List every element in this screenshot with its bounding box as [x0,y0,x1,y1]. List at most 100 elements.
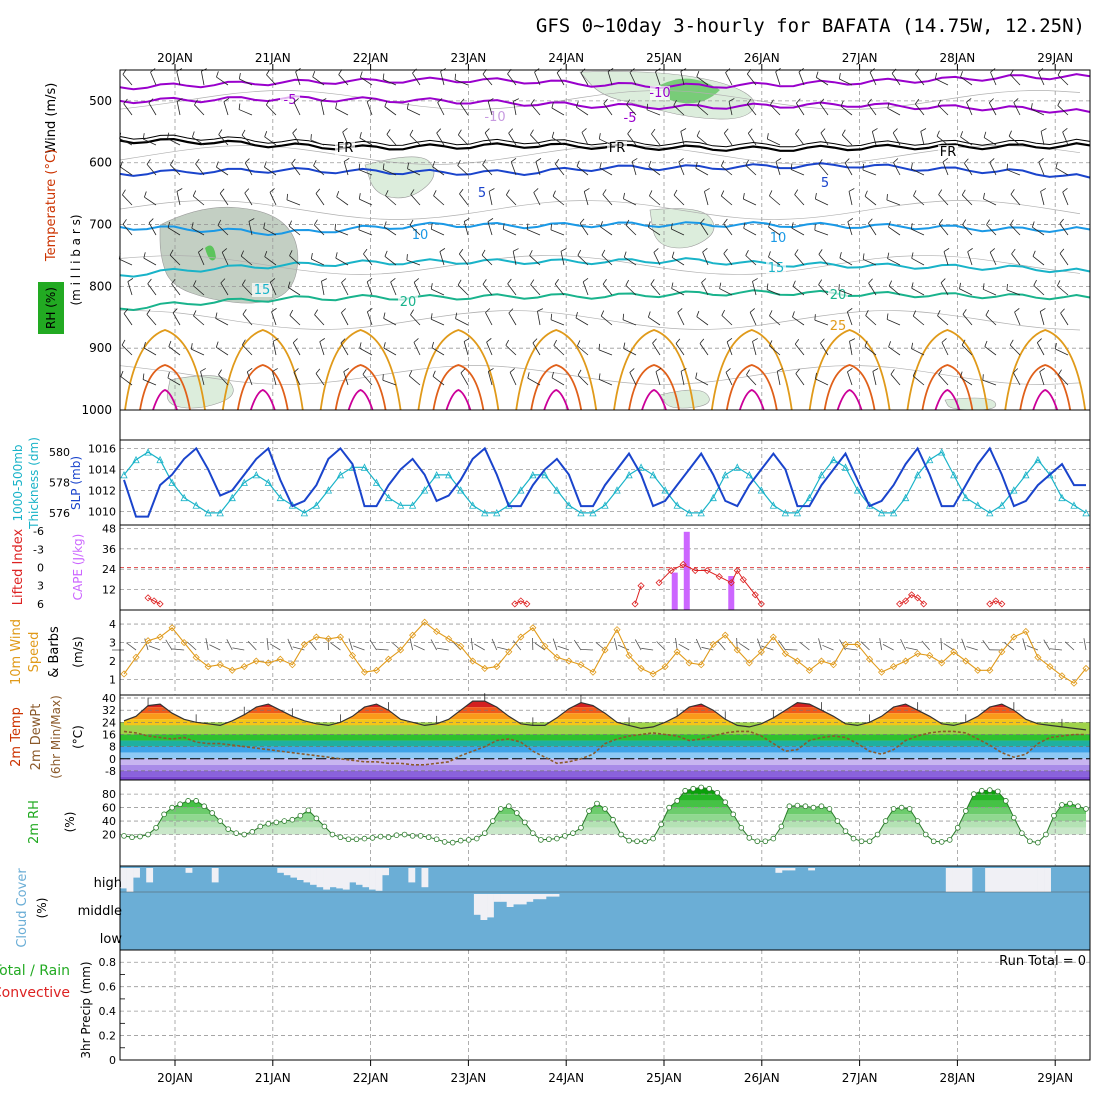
surface-barb [905,647,918,651]
wind-barb-flag [745,249,749,256]
wind-barb [581,132,589,146]
wind-barb [383,318,397,326]
thickness-point [276,493,284,502]
cloud-high-clear [1004,868,1012,892]
wind-speed-point [192,653,200,661]
thickness-point [372,478,381,486]
wind-barb [725,372,733,386]
rh-point [898,804,905,811]
wind-barb-flag [962,219,967,225]
wind-barb [272,341,277,356]
wind-barb-flag [964,158,969,164]
wind-barb-flag [1054,342,1057,350]
wind-barb [671,257,685,266]
wind-barb [1055,348,1069,356]
wind-barb [768,226,781,236]
wind-barb-flag [513,98,519,102]
wind-barb [459,253,469,266]
wind-barb-flag [598,133,601,140]
wind-barb-flag [742,193,745,200]
wind-barb [550,319,565,326]
wind-speed-point [565,657,573,665]
wind-barb-flag [148,218,154,224]
surface-barb [287,638,293,651]
thickness-point [384,493,393,502]
surface-barb [186,641,197,651]
wind-barb [818,284,829,296]
isotherm-25-lobe [906,329,989,411]
thickness-point [589,508,597,517]
wind-barb-flag [169,249,174,256]
isotherm-35-lobe [641,389,667,411]
wind-barb-flag [216,71,219,78]
wind-barb [172,312,181,326]
wind-barb [457,284,469,296]
wind-barb [315,373,325,386]
wind-barb-flag [488,98,494,102]
wind-barb-flag [147,278,152,284]
li-tick-label: 6 [37,598,44,611]
wind-barb [840,106,853,116]
cloud-high-clear [781,868,789,871]
thickness-point [829,455,838,464]
wind-barb-flag [938,369,943,375]
wind-barb [454,79,469,86]
thickness-point [156,455,164,464]
cape-axis-label: CAPE (J/kg) [71,534,85,601]
rh-point [1075,803,1081,810]
wind-barb-flag [577,249,582,256]
wind-barb-flag [291,158,296,165]
wind-barb [148,222,157,236]
wind-barb [579,223,589,236]
wind-barb [218,374,229,386]
wind-barb-flag [1008,130,1012,137]
surface-barb [757,638,762,651]
isotherm-35-lobe [152,389,178,411]
wind-barb-flag [342,128,348,133]
wind-barb [241,134,253,146]
cloud-high-clear [788,868,796,871]
wind-barb-flag [122,219,127,225]
wind-barb [314,224,325,236]
wind-barb-flag [648,221,651,228]
wind-barb [120,166,133,176]
contour-label-bg [766,261,786,275]
rh-point [674,798,680,804]
rh-point [546,836,552,843]
cloud-mid-clear [513,894,521,905]
rh-point [810,804,817,811]
wind-barb [409,134,421,146]
wind-barb-flag [598,343,601,350]
wind-barb [1008,135,1021,146]
wind-barb [360,76,373,86]
isotherm-25-lobe [710,329,793,411]
wind-barb-flag [218,129,223,135]
wind-barb-flag [960,131,963,138]
wind-barb-flag [413,338,419,343]
wind-barb [700,223,709,236]
wind-barb [555,163,565,176]
wind-barb-flag [795,368,800,374]
cloud-high-clear [316,868,324,888]
isotherm-30-lobe [139,364,191,411]
wind-barb-flag [310,253,313,260]
wind-barb [721,195,733,206]
wind-barb-flag [289,309,294,316]
wind-barb [1055,167,1069,176]
rh-point [642,838,648,845]
contour-label-bg [252,283,272,297]
wind-barb-flag [218,369,222,375]
precip-axis-label: 3hr Precip (mm) [79,961,93,1058]
wind-barb [550,229,565,236]
wind-barb-flag [651,128,656,135]
wind-barb-flag [582,278,589,283]
cloud-high-clear [133,868,140,878]
wind-speed-point [902,657,910,665]
wind-barb [264,256,277,266]
thickness-point [709,493,717,502]
wind-barb-flag [581,128,587,133]
wind-barb [513,101,517,116]
contour-label: -5 [284,93,297,108]
rh-point [377,833,384,840]
wind-barb-flag [769,310,773,316]
